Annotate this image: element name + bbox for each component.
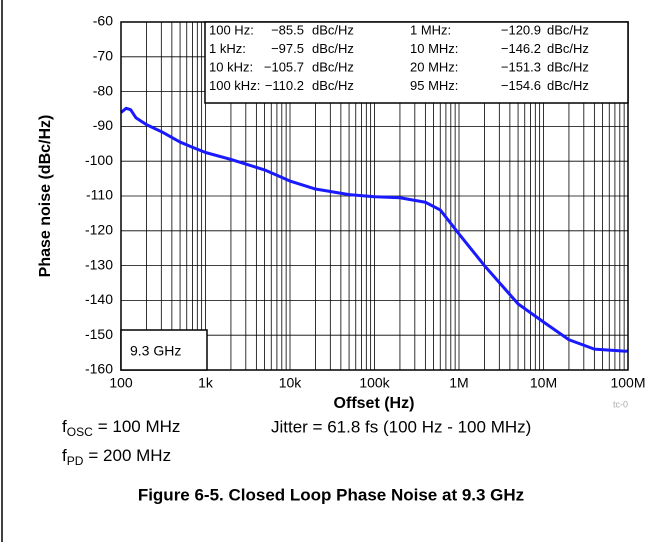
annotation-text: 1 MHz: (410, 22, 451, 37)
y-axis-label: Phase noise (dBc/Hz) (37, 115, 54, 278)
plot: 100 1k 10k 100k 1M 10M 100M -60 -70 -80 -90 -100 -11… (85, 13, 646, 391)
y-tick-label: -100 (85, 152, 113, 168)
figure-id: tc-0 (613, 399, 628, 409)
annotation-text: dBc/Hz (312, 41, 354, 56)
note-fosc: fOSC = 100 MHz (62, 417, 180, 439)
annotation-text: 10 MHz: (410, 41, 458, 56)
label-box (120, 329, 208, 371)
caption: Figure 6-5. Closed Loop Phase Noise at 9… (138, 485, 524, 504)
annotation-text: −97.5 (271, 41, 304, 56)
y-tick-label: -90 (93, 117, 113, 133)
annotation-text: −105.7 (264, 59, 304, 74)
y-tick-label: -80 (93, 82, 113, 98)
annotation-text: dBc/Hz (312, 22, 354, 37)
annotation-text: dBc/Hz (547, 78, 589, 93)
x-tick-label: 100k (359, 375, 390, 391)
annotation-text: dBc/Hz (547, 41, 589, 56)
x-tick-label: 100M (610, 375, 645, 391)
y-tick-label: -70 (93, 48, 113, 64)
annotation-text: dBc/Hz (547, 22, 589, 37)
y-tick-label: -120 (85, 222, 113, 238)
annotation-text: −120.9 (501, 22, 541, 37)
annotation-text: 95 MHz: (410, 78, 458, 93)
note-symbol: f (62, 446, 67, 465)
annotation-text: 100 kHz: (209, 78, 260, 93)
note-subscript: PD (67, 454, 84, 468)
annotation-text: −85.5 (271, 22, 304, 37)
y-tick-label: -60 (93, 13, 113, 29)
annotation-text: 1 kHz: (209, 41, 246, 56)
y-tick-label: -160 (85, 361, 113, 377)
x-tick-label: 10k (279, 375, 303, 391)
annotation-text: −146.2 (501, 41, 541, 56)
note-jitter: Jitter = 61.8 fs (100 Hz - 100 MHz) (271, 417, 531, 436)
annotation-text: 10 kHz: (209, 59, 253, 74)
annotation-text: −154.6 (501, 78, 541, 93)
annotation-text: −151.3 (501, 59, 541, 74)
annotation-box (204, 21, 629, 104)
annotation-text: dBc/Hz (312, 59, 354, 74)
phase-noise-curve (120, 106, 629, 353)
annotation-text: 20 MHz: (410, 59, 458, 74)
note-symbol: f (62, 417, 67, 436)
note-fpd: fPD = 200 MHz (62, 446, 171, 468)
x-tick-label: 10M (530, 375, 557, 391)
y-tick-label: -140 (85, 291, 113, 307)
note-text: = 100 MHz (98, 417, 181, 436)
x-tick-label: 1k (198, 375, 214, 391)
note-subscript: OSC (67, 425, 93, 439)
y-tick-label: -130 (85, 256, 113, 272)
x-tick-label: 100 (109, 375, 133, 391)
x-tick-label: 1M (449, 375, 468, 391)
annotation-text: −110.2 (265, 78, 304, 93)
annotation-text: dBc/Hz (547, 59, 589, 74)
annotation-text: 100 Hz: (209, 22, 254, 37)
annotation-text: dBc/Hz (312, 78, 354, 93)
x-axis-label: Offset (Hz) (334, 395, 415, 412)
y-tick-label: -110 (86, 187, 113, 203)
label-box-text: 9.3 GHz (130, 343, 181, 359)
y-tick-label: -150 (85, 326, 113, 342)
note-text: = 200 MHz (88, 446, 171, 465)
